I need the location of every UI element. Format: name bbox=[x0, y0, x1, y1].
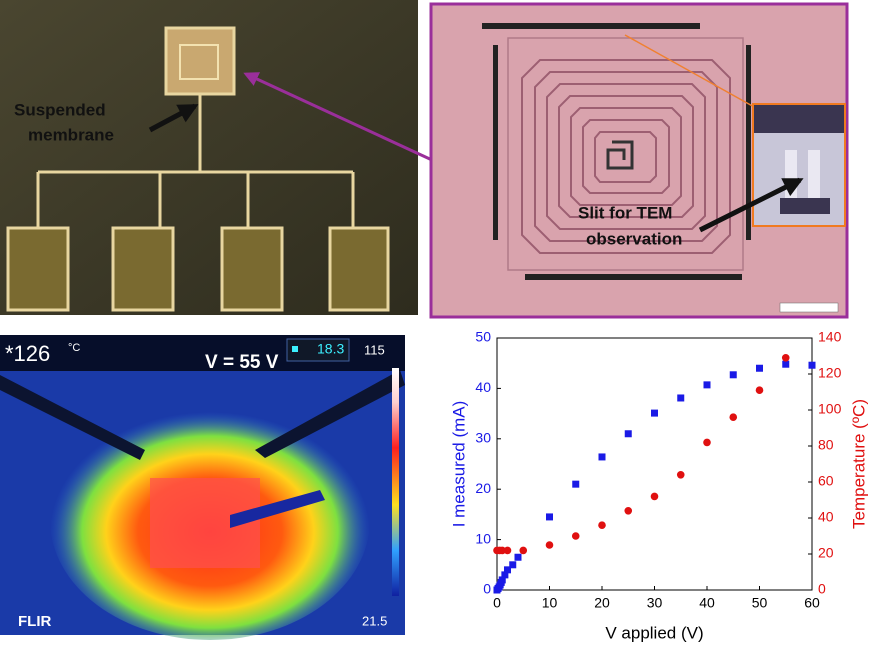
point bbox=[598, 453, 606, 461]
x-tick-label: 20 bbox=[594, 595, 610, 611]
y2-tick-label: 40 bbox=[818, 509, 834, 525]
point bbox=[729, 413, 738, 422]
scale-min: 21.5 bbox=[362, 613, 387, 628]
x-tick-label: 40 bbox=[699, 595, 715, 611]
voltage: V = 55 V bbox=[205, 352, 279, 373]
y-tick-label: 30 bbox=[475, 430, 491, 446]
point bbox=[514, 553, 522, 561]
point bbox=[650, 492, 659, 501]
y-tick-label: 40 bbox=[475, 379, 491, 395]
point bbox=[781, 354, 790, 362]
y-tick-label: 50 bbox=[475, 329, 491, 345]
y2-tick-label: 0 bbox=[818, 581, 826, 597]
unit: °C bbox=[68, 342, 80, 354]
y2-axis-title: Temperature (ºC) bbox=[849, 399, 868, 529]
point bbox=[624, 507, 633, 515]
point bbox=[509, 561, 517, 569]
point bbox=[519, 546, 528, 555]
point bbox=[808, 361, 816, 369]
x-axis-title: V applied (V) bbox=[605, 623, 703, 642]
point bbox=[572, 480, 580, 488]
x-tick-label: 10 bbox=[542, 595, 558, 611]
y2-tick-label: 60 bbox=[818, 473, 834, 489]
point bbox=[545, 541, 554, 549]
label: Suspended bbox=[14, 100, 106, 119]
spot-value: 18.3 bbox=[317, 341, 344, 357]
thermal-image: *126 °C V = 55 V 18.3 115 21.5 FLIR bbox=[0, 335, 405, 640]
x-tick-label: 30 bbox=[647, 595, 663, 611]
y2-tick-label: 20 bbox=[818, 545, 834, 561]
label: Slit for TEM bbox=[578, 203, 672, 222]
point bbox=[498, 576, 506, 584]
point bbox=[782, 360, 790, 368]
x-tick-label: 0 bbox=[493, 595, 501, 611]
y-axis-title: I measured (mA) bbox=[449, 401, 468, 528]
point bbox=[756, 364, 763, 372]
y2-tick-label: 120 bbox=[818, 365, 842, 381]
point bbox=[677, 394, 685, 402]
point bbox=[676, 471, 685, 479]
point bbox=[729, 371, 737, 379]
y2-tick-label: 140 bbox=[818, 329, 842, 345]
plot-frame bbox=[496, 337, 813, 591]
point bbox=[651, 409, 658, 417]
scale-max: 115 bbox=[364, 342, 385, 357]
brand: FLIR bbox=[18, 613, 51, 630]
y-tick-label: 10 bbox=[475, 530, 491, 546]
label: observation bbox=[586, 229, 682, 248]
x-tick-label: 60 bbox=[804, 595, 820, 611]
y-tick-label: 0 bbox=[483, 581, 491, 597]
point bbox=[703, 381, 711, 389]
temperature: *126 bbox=[5, 341, 50, 366]
x-tick-label: 50 bbox=[752, 595, 768, 611]
point bbox=[598, 521, 606, 529]
point bbox=[703, 438, 711, 447]
point bbox=[546, 513, 553, 521]
point bbox=[571, 532, 580, 540]
point bbox=[755, 386, 764, 395]
label: membrane bbox=[28, 125, 114, 144]
y2-tick-label: 100 bbox=[818, 401, 842, 417]
point bbox=[503, 546, 512, 555]
y2-tick-label: 80 bbox=[818, 437, 834, 453]
point bbox=[498, 546, 507, 555]
point bbox=[501, 571, 509, 579]
y-tick-label: 20 bbox=[475, 480, 491, 496]
point bbox=[504, 566, 511, 574]
point bbox=[624, 430, 632, 438]
chip-photo: Suspended membrane bbox=[0, 0, 418, 315]
microscope-photo: Slit for TEM observation bbox=[429, 2, 849, 319]
